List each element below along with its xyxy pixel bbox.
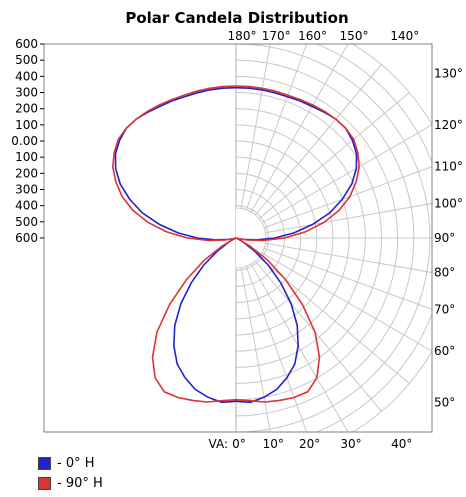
grid-circle <box>315 44 432 432</box>
grid-spoke <box>240 267 271 432</box>
bottom-angle-label: 20° <box>299 437 320 451</box>
grid-spoke <box>265 202 432 234</box>
legend-label-90h: - 90° H <box>57 475 103 491</box>
grid-spoke <box>261 252 432 352</box>
right-angle-label: 110° <box>434 160 463 174</box>
grid-spoke <box>264 247 432 310</box>
legend-swatch-blue <box>38 456 51 470</box>
grid-spoke <box>264 166 432 229</box>
right-angle-label: 70° <box>434 302 455 316</box>
right-angle-label: 60° <box>434 344 455 358</box>
left-tick-label: 0.00 <box>11 134 38 148</box>
right-angle-label: 120° <box>434 118 463 132</box>
grid-spoke <box>258 92 410 220</box>
legend-swatch-red <box>38 476 51 490</box>
axis-labels: 600 500 400 300 200 100 0.00 100 200 300 400 500 600… <box>11 29 463 451</box>
chart-title: Polar Candela Distribution <box>125 9 348 27</box>
series-1-right-curve <box>235 85 361 403</box>
grid-spoke <box>265 242 432 274</box>
right-angle-label: 80° <box>434 266 455 280</box>
left-tick-label: 100 <box>15 150 38 164</box>
top-angle-label: 180° <box>228 29 257 43</box>
grid-spoke <box>250 44 349 213</box>
left-tick-label: 600 <box>15 37 38 51</box>
plot-frame <box>40 43 433 433</box>
legend-item-0h: - 0° H <box>38 454 103 472</box>
left-tick-label: 500 <box>15 53 38 67</box>
grid-spoke <box>254 260 382 412</box>
bottom-angle-label: 0° <box>232 437 246 451</box>
series-0-right-curve <box>235 86 358 404</box>
left-tick-label: 300 <box>15 86 38 100</box>
left-tick-label: 400 <box>15 69 38 83</box>
left-tick-label: 600 <box>15 231 38 245</box>
left-tick-label: 100 <box>15 118 38 132</box>
left-tick-label: 200 <box>15 102 38 116</box>
grid-spoke <box>250 263 349 432</box>
polar-grid <box>235 44 432 432</box>
grid-spoke <box>240 44 271 209</box>
right-angle-label: 130° <box>434 67 463 81</box>
series-1-left-curve <box>111 85 237 403</box>
grid-spoke <box>254 64 382 216</box>
right-angle-label: 100° <box>434 196 463 210</box>
grid-spoke <box>245 44 308 210</box>
grid-spoke <box>261 124 432 224</box>
legend-item-90h: - 90° H <box>38 474 103 492</box>
top-angle-label: 140° <box>390 29 419 43</box>
series-layer <box>111 85 361 404</box>
right-angle-label: 90° <box>434 231 455 245</box>
bottom-angle-label: 10° <box>263 437 284 451</box>
bottom-angle-label: 30° <box>340 437 361 451</box>
series-0-left-curve <box>114 86 237 404</box>
top-angle-label: 160° <box>298 29 327 43</box>
legend: - 0° H - 90° H <box>38 454 103 494</box>
bottom-prefix-label: VA: <box>209 437 228 451</box>
grid-spoke <box>245 266 308 432</box>
right-angle-label: 50° <box>434 395 455 409</box>
left-tick-label: 200 <box>15 166 38 180</box>
top-angle-label: 170° <box>262 29 291 43</box>
left-tick-label: 500 <box>15 215 38 229</box>
left-tick-label: 300 <box>15 183 38 197</box>
legend-label-0h: - 0° H <box>57 455 95 471</box>
bottom-angle-label: 40° <box>391 437 412 451</box>
top-angle-label: 150° <box>340 29 369 43</box>
left-tick-label: 400 <box>15 199 38 213</box>
